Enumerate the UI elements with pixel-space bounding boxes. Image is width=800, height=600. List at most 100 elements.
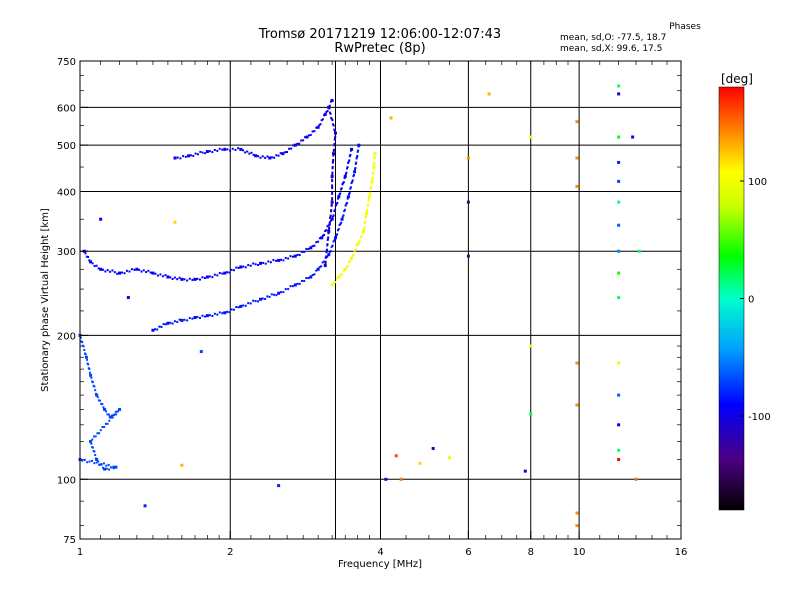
trace-dot	[303, 250, 306, 253]
trace-dot	[188, 277, 191, 280]
x-tick-label: 4	[377, 547, 383, 558]
trace-dot	[296, 253, 299, 256]
trace-dot	[309, 133, 312, 136]
scatter-point	[617, 223, 621, 227]
trace-dot	[347, 161, 350, 164]
trace-dot	[369, 187, 372, 190]
trace-dot	[351, 254, 354, 257]
colorbar-label: [deg]	[721, 72, 753, 86]
trace-dot	[339, 188, 342, 191]
scatter-point	[487, 92, 491, 96]
trace-dot	[283, 151, 286, 154]
trace-point	[340, 217, 344, 221]
trace-dot	[160, 325, 163, 328]
trace-dot	[173, 320, 176, 323]
trace-point	[337, 195, 341, 199]
trace-point	[254, 154, 258, 158]
scatter-point	[575, 403, 579, 407]
trace-dot	[246, 150, 249, 153]
trace-dot	[273, 156, 276, 159]
trace-dot	[296, 142, 299, 145]
trace-dot	[331, 161, 334, 164]
trace-dot	[218, 271, 221, 274]
trace-dot	[284, 288, 287, 291]
scatter-point	[617, 160, 621, 164]
trace-dot	[315, 241, 318, 244]
trace-dot	[90, 459, 93, 462]
trace-dot	[273, 293, 276, 296]
trace-point	[89, 260, 93, 264]
trace-dot	[282, 291, 285, 294]
y-tick-label: 400	[57, 187, 76, 198]
trace-dot	[332, 124, 335, 127]
trace-dot	[342, 182, 345, 185]
trace-dot	[179, 157, 182, 160]
trace-dot	[320, 119, 323, 122]
trace-dot	[289, 255, 292, 258]
trace-dot	[331, 165, 334, 168]
y-tick-label: 750	[57, 57, 76, 68]
trace-dot	[292, 144, 295, 147]
trace-dot	[300, 279, 303, 282]
y-tick-label: 300	[57, 247, 76, 258]
trace-dot	[156, 328, 159, 331]
trace-dot	[229, 149, 232, 152]
trace-dot	[270, 156, 273, 159]
trace-dot	[259, 156, 262, 159]
trace-dot	[97, 460, 100, 463]
trace-dot	[280, 258, 283, 261]
trace-dot	[364, 220, 367, 223]
trace-point	[223, 311, 227, 315]
trace-dot	[348, 191, 351, 194]
trace-dot	[318, 124, 321, 127]
trace-dot	[340, 221, 343, 224]
trace-dot	[266, 295, 269, 298]
chart-title: Tromsø 20171219 12:06:00-12:07:43	[258, 27, 502, 42]
trace-dot	[366, 208, 369, 211]
scatter-point	[617, 361, 621, 365]
trace-dot	[339, 192, 342, 195]
trace-dot	[147, 269, 150, 272]
trace-dot	[266, 155, 269, 158]
scatter-point	[529, 135, 533, 139]
trace-dot	[92, 435, 95, 438]
trace-dot	[290, 147, 293, 150]
trace-dot	[237, 266, 240, 269]
trace-dot	[326, 244, 329, 247]
trace-dot	[287, 257, 290, 260]
trace-dot	[130, 268, 133, 271]
colorbar	[718, 86, 745, 511]
trace-dot	[228, 271, 231, 274]
trace-dot	[149, 271, 152, 274]
trace-point	[323, 264, 327, 268]
grid-lines	[80, 61, 681, 539]
scatter-point	[99, 217, 103, 221]
trace-dot	[87, 363, 90, 366]
trace-dot	[328, 111, 331, 114]
trace-dot	[279, 152, 282, 155]
trace-dot	[324, 260, 327, 263]
trace-dot	[371, 177, 374, 180]
trace-dot	[264, 262, 267, 265]
trace-dot	[254, 300, 257, 303]
trace-dot	[333, 128, 336, 131]
trace-dot	[352, 175, 355, 178]
trace-dot	[96, 432, 99, 435]
trace-dot	[313, 130, 316, 133]
trace-point	[330, 217, 334, 221]
scatter-point	[617, 296, 621, 300]
trace-point	[99, 267, 103, 271]
trace-point	[166, 321, 170, 325]
trace-dot	[95, 461, 98, 464]
trace-point	[205, 149, 209, 153]
trace-dot	[329, 215, 332, 218]
trace-dot	[95, 264, 98, 267]
trace-dot	[264, 156, 267, 159]
trace-dot	[346, 201, 349, 204]
trace-dot	[325, 229, 328, 232]
trace-dot	[173, 276, 176, 279]
scatter-point	[634, 477, 638, 481]
scatter-point	[466, 156, 470, 160]
scatter-point	[394, 454, 398, 458]
trace-dot	[85, 255, 88, 258]
